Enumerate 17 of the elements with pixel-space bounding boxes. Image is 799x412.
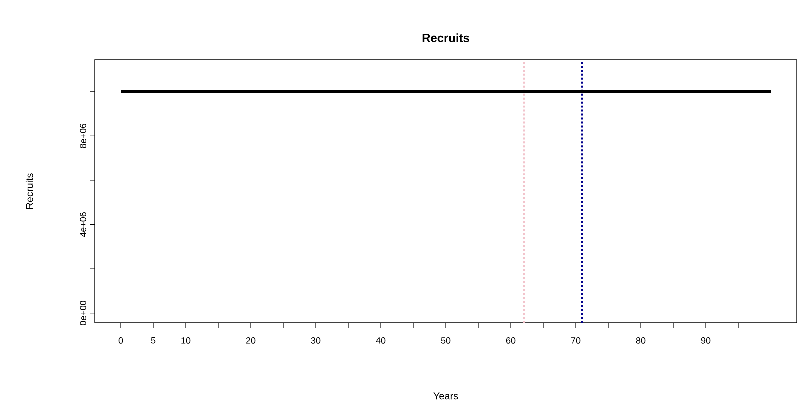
- y-axis-title: Recruits: [26, 174, 34, 209]
- y-tick-label: 8e+06: [80, 124, 86, 148]
- y-tick-label: 0e+00: [80, 301, 86, 326]
- chart-title: Recruits: [422, 34, 470, 42]
- x-tick-label: 0: [118, 338, 124, 344]
- x-tick-label: 50: [441, 338, 451, 344]
- x-tick-label: 60: [506, 338, 516, 344]
- x-tick-label: 40: [376, 338, 386, 344]
- x-tick-label: 80: [636, 338, 646, 344]
- x-tick-label: 20: [246, 338, 256, 344]
- x-tick-label: 70: [571, 338, 581, 344]
- y-tick-label: 4e+06: [80, 212, 86, 238]
- x-axis-title: Years: [434, 392, 458, 400]
- x-tick-label: 90: [701, 338, 711, 344]
- x-tick-label: 5: [151, 338, 156, 344]
- x-tick-label: 30: [311, 338, 321, 344]
- x-tick-label: 10: [182, 338, 191, 344]
